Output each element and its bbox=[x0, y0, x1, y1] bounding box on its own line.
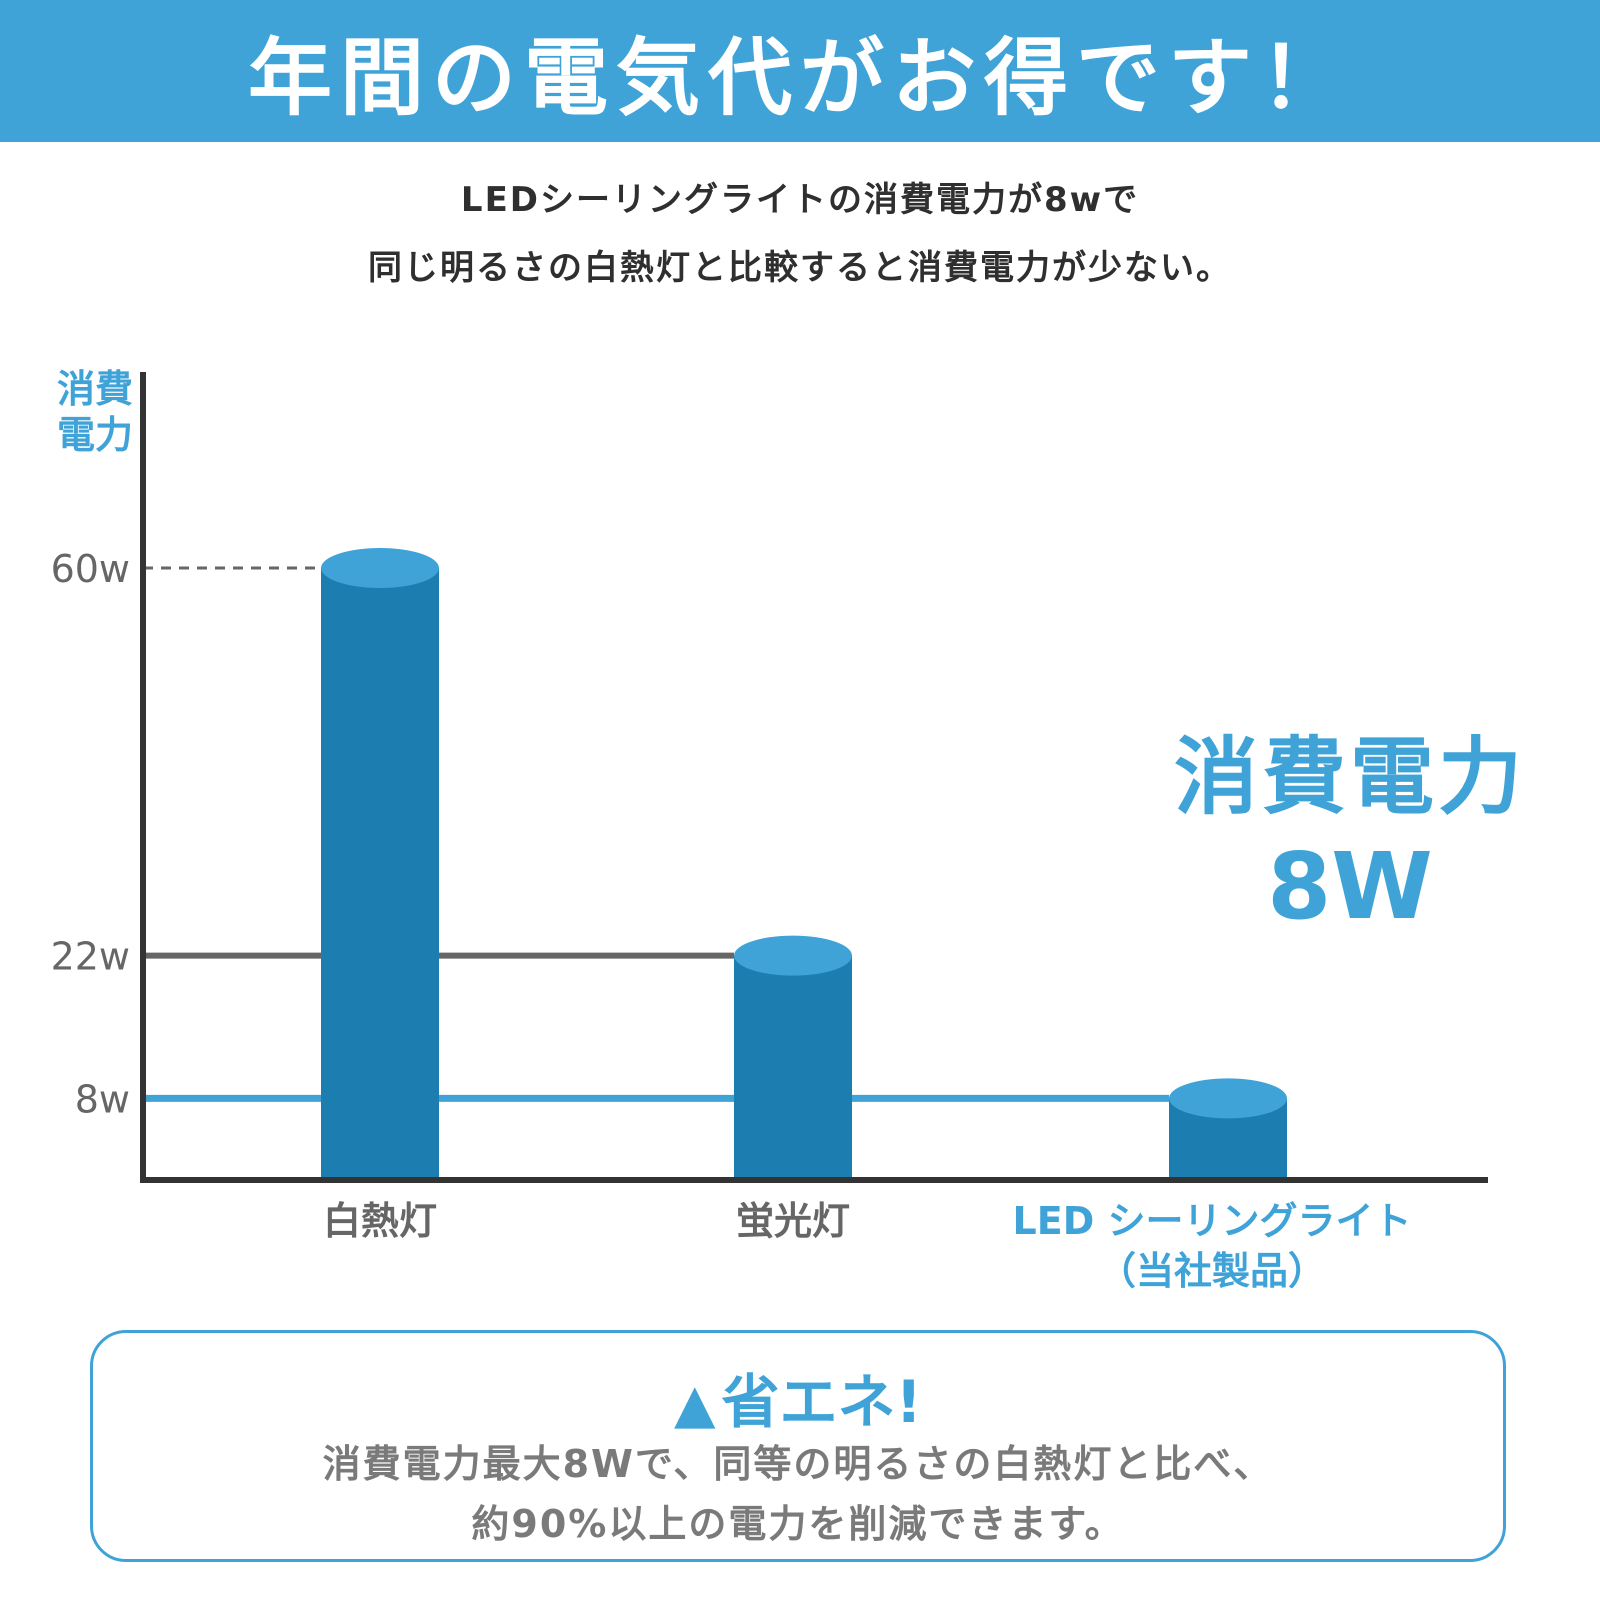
x-tick-label: 蛍光灯 bbox=[736, 1199, 850, 1243]
callout-value: 8W bbox=[1267, 833, 1433, 940]
lead-line-1: LEDシーリングライトの消費電力が8wで bbox=[460, 180, 1140, 220]
bar-top-1 bbox=[321, 548, 439, 588]
callout-title: 消費電力 bbox=[1173, 728, 1526, 826]
y-tick-label: 60w bbox=[51, 547, 130, 591]
note-title: ▲ 省エネ! bbox=[93, 1355, 1503, 1439]
y-axis-label-line-2: 電力 bbox=[56, 413, 133, 457]
bar-top-3 bbox=[1169, 1078, 1287, 1119]
page-title: 年間の電気代がお得です！ bbox=[247, 28, 1352, 127]
x-tick-label: 白熱灯 bbox=[323, 1199, 437, 1243]
note-body-line-2: 約90%以上の電力を削減できます。 bbox=[471, 1502, 1125, 1546]
x-tick-label: LED シーリングライト bbox=[1013, 1199, 1412, 1243]
y-axis-label-line-1: 消費 bbox=[56, 367, 133, 411]
note-body-line-1: 消費電力最大8Wで、同等の明るさの白熱灯と比べ、 bbox=[322, 1442, 1274, 1486]
energy-saving-note: ▲ 省エネ! 消費電力最大8Wで、同等の明るさの白熱灯と比べ、 約90%以上の電力… bbox=[90, 1330, 1506, 1562]
note-title-text: 省エネ! bbox=[721, 1368, 922, 1436]
bar-2 bbox=[734, 955, 852, 1180]
bar-top-2 bbox=[734, 935, 852, 976]
lead-line-2: 同じ明るさの白熱灯と比較すると消費電力が少ない。 bbox=[368, 248, 1232, 288]
x-tick-sublabel: （当社製品） bbox=[1098, 1249, 1326, 1293]
bar-1 bbox=[321, 568, 439, 1180]
header-band bbox=[0, 0, 1600, 142]
y-axis-label: 消費 電力 bbox=[40, 366, 150, 458]
y-tick-label: 8w bbox=[75, 1077, 130, 1121]
y-tick-label: 22w bbox=[51, 935, 130, 979]
power-callout: 消費電力 8W bbox=[1150, 722, 1550, 942]
triangle-up-icon: ▲ bbox=[674, 1372, 716, 1435]
